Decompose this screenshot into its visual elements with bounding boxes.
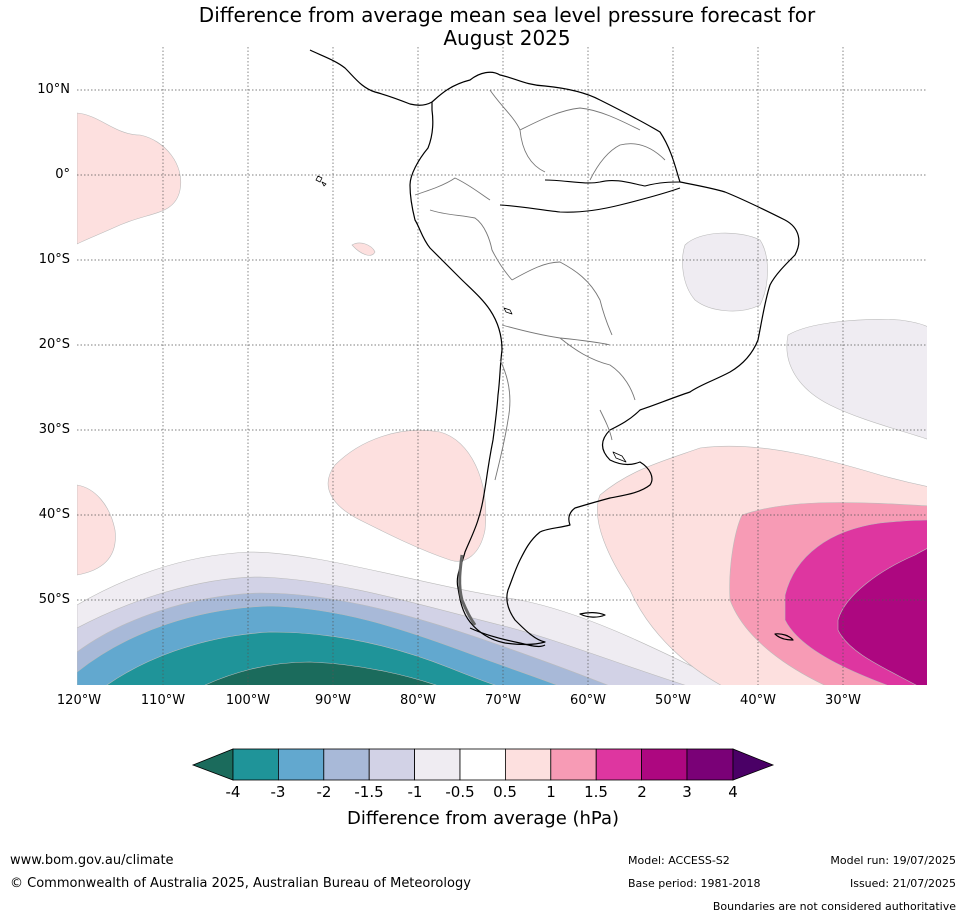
anomaly-pos-small-blob [351, 242, 376, 256]
colorbar-segment [550, 748, 597, 781]
amazon-river-south [499, 187, 681, 213]
anomaly-neg-4-band [204, 661, 437, 685]
country-borders [414, 89, 666, 481]
colorbar-low-arrow [191, 748, 234, 781]
lat-label-40s: 40°S [38, 507, 70, 522]
lon-label-90w: 90°W [315, 693, 351, 708]
lon-label-60w: 60°W [570, 693, 606, 708]
copyright-text: © Commonwealth of Australia 2025, Austra… [10, 876, 471, 891]
colorbar-tick: 0.5 [493, 783, 517, 801]
lon-label-30w: 30°W [825, 693, 861, 708]
colorbar [191, 748, 775, 781]
lon-label-110w: 110°W [140, 693, 186, 708]
lat-label-0: 0° [55, 167, 70, 182]
lat-label-30s: 30°S [38, 422, 70, 437]
lat-label-20s: 20°S [38, 337, 70, 352]
colorbar-tick: 4 [728, 783, 738, 801]
map-title: Difference from average mean sea level p… [0, 4, 965, 50]
colorbar-segment [368, 748, 416, 781]
disclaimer-text: Boundaries are not considered authoritat… [712, 900, 956, 913]
anomaly-fields [77, 112, 927, 685]
colorbar-segment [595, 748, 643, 781]
colorbar-segment [232, 748, 279, 781]
anomaly-pos-northwest [77, 112, 182, 245]
lat-label-50s: 50°S [38, 592, 70, 607]
anomaly-neg-3-band [106, 631, 496, 685]
colorbar-tick: -1.5 [354, 783, 384, 801]
colorbar-label: Difference from average (hPa) [346, 808, 620, 829]
lake-titicaca [503, 307, 513, 315]
lagoa-dos-patos [612, 451, 627, 463]
colorbar-tick: -1 [407, 783, 423, 801]
lon-label-120w: 120°W [56, 693, 102, 708]
south-america-outline [409, 71, 800, 645]
south-america-coastline [309, 49, 800, 648]
lon-label-50w: 50°W [655, 693, 691, 708]
lon-label-80w: 80°W [400, 693, 436, 708]
colorbar-tick: -2 [316, 783, 332, 801]
colorbar-tick: 2 [637, 783, 647, 801]
falkland-islands [579, 612, 606, 618]
colorbar-tick: 1 [546, 783, 556, 801]
lon-label-70w: 70°W [485, 693, 521, 708]
colorbar-tick: -3 [270, 783, 286, 801]
colorbar-tick: -0.5 [445, 783, 475, 801]
anomaly-pos-small-patch-west [327, 429, 487, 562]
amazon-river [544, 179, 681, 187]
lat-label-10n: 10°N [37, 82, 70, 97]
colorbar-segment [323, 748, 370, 781]
colorbar-segment [414, 748, 461, 781]
central-america-coast [309, 49, 433, 106]
website-link[interactable]: www.bom.gov.au/climate [10, 853, 174, 868]
map-gridlines [77, 47, 927, 685]
model-run-text: Model run: 19/07/2025 [830, 854, 956, 867]
issued-text: Issued: 21/07/2025 [849, 877, 956, 890]
anomaly-pos-2-band [837, 548, 927, 685]
title-line-1: Difference from average mean sea level p… [198, 3, 816, 27]
lon-label-40w: 40°W [740, 693, 776, 708]
colorbar-segment [641, 748, 688, 781]
island-chiloe-area [458, 554, 477, 626]
colorbar-tick: -4 [225, 783, 241, 801]
model-text: Model: ACCESS-S2 [628, 854, 730, 867]
island-south-atlantic [774, 633, 794, 641]
colorbar-high-arrow [732, 748, 775, 781]
colorbar-tick: 1.5 [584, 783, 608, 801]
colorbar-segment [459, 748, 506, 781]
colorbar-tick: 3 [682, 783, 692, 801]
title-line-2: August 2025 [443, 26, 571, 50]
lat-label-10s: 10°S [38, 252, 70, 267]
galapagos [315, 175, 327, 187]
anomaly-neg-small-east-brazil [682, 232, 768, 312]
anomaly-pos-far-west [77, 484, 116, 576]
base-period-text: Base period: 1981-2018 [628, 877, 761, 890]
lon-label-100w: 100°W [225, 693, 271, 708]
colorbar-segment [504, 748, 552, 781]
anomaly-neg-small-atlantic [786, 319, 927, 440]
tierra-del-fuego [469, 627, 546, 648]
colorbar-segment [686, 748, 734, 781]
colorbar-segment [277, 748, 325, 781]
